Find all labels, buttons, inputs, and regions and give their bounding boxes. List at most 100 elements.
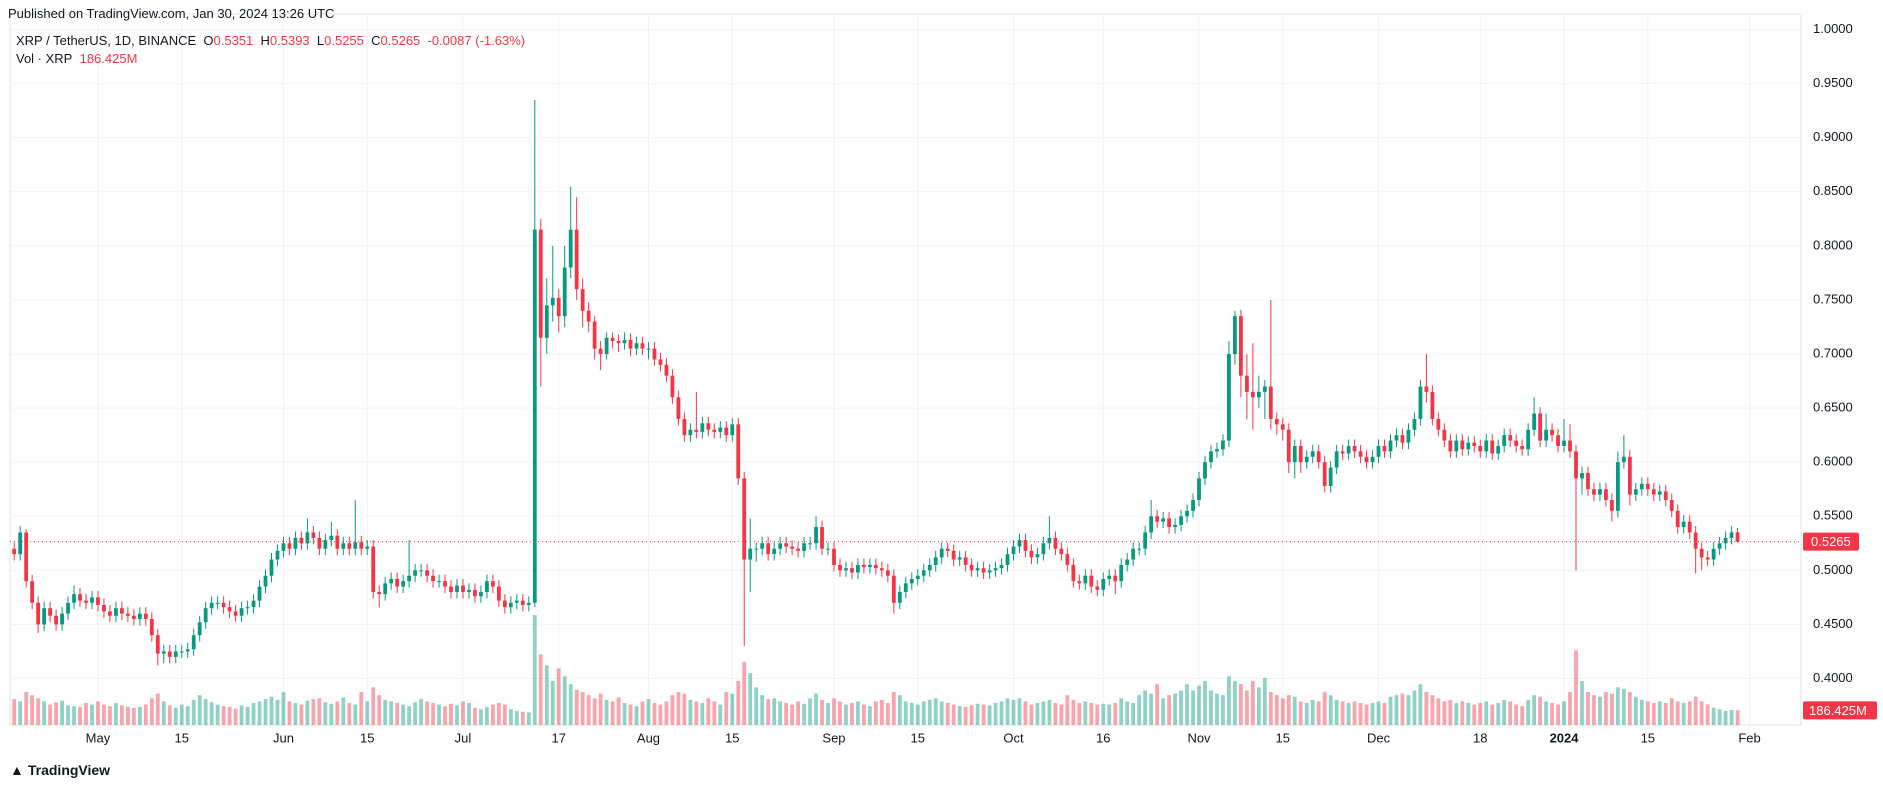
volume-bar	[814, 693, 818, 725]
volume-bar	[568, 684, 573, 725]
candle-body	[640, 343, 645, 349]
candle-body	[191, 635, 196, 650]
volume-bar	[766, 699, 771, 725]
volume-bar	[1346, 703, 1351, 725]
volume-bar	[401, 704, 406, 725]
volume-legend: Vol · XRP 186.425M	[16, 51, 137, 66]
y-tick-label: 0.6500	[1813, 400, 1853, 415]
candle-body	[1155, 516, 1160, 522]
candle-body	[1669, 500, 1674, 511]
volume-bar	[1496, 703, 1501, 725]
volume-bar	[562, 676, 567, 725]
volume-bar	[496, 703, 501, 725]
candle-body	[371, 546, 376, 592]
volume-bar	[1268, 692, 1273, 725]
candle-body	[1023, 540, 1028, 551]
candle-body	[203, 608, 208, 623]
volume-bar	[455, 705, 459, 725]
candle-body	[838, 564, 842, 571]
candle-body	[293, 537, 298, 549]
candle-body	[508, 602, 513, 608]
candle-body	[1017, 540, 1022, 547]
volume-bar	[78, 706, 82, 725]
candle-body	[951, 550, 956, 560]
candle-body	[832, 548, 836, 565]
volume-bar	[1304, 703, 1309, 725]
volume-bar	[1651, 703, 1656, 725]
volume-bar	[939, 701, 944, 725]
candle-body	[1322, 462, 1327, 486]
candle-body	[784, 543, 789, 547]
volume-bar	[999, 701, 1004, 725]
y-tick-label: 0.8500	[1813, 183, 1853, 198]
candle-body	[365, 546, 370, 549]
candle-body	[1502, 435, 1507, 446]
volume-bar	[1352, 701, 1357, 725]
candle-body	[1197, 478, 1201, 501]
volume-bar	[1669, 698, 1674, 725]
y-tick-label: 0.6000	[1813, 454, 1853, 469]
volume-bar	[1478, 703, 1483, 725]
candle-body	[485, 581, 489, 592]
candle-body	[820, 527, 824, 549]
candle-body	[1125, 559, 1130, 565]
candle-body	[867, 564, 872, 568]
candle-body	[1675, 510, 1680, 528]
volume-bar	[413, 702, 418, 725]
candle-body	[1657, 491, 1662, 495]
volume-bar	[754, 687, 759, 725]
candle-body	[1215, 449, 1219, 452]
candle-body	[48, 608, 52, 616]
candle-body	[120, 608, 124, 614]
volume-bar	[281, 692, 286, 725]
volume-bar	[125, 706, 130, 725]
volume-bar	[1322, 692, 1327, 725]
volume-bar	[377, 695, 382, 725]
candle-body	[1101, 578, 1106, 590]
volume-bar	[1520, 706, 1525, 725]
o-letter: O	[203, 33, 214, 48]
volume-bar	[227, 706, 232, 725]
volume-bar	[508, 709, 513, 725]
candle-body	[30, 581, 35, 603]
volume-bar	[676, 692, 681, 725]
volume-bar	[311, 699, 316, 725]
volume-bar	[1256, 687, 1261, 725]
volume-bar	[479, 709, 483, 725]
volume-bar	[921, 701, 926, 725]
candle-body	[1149, 516, 1154, 533]
volume-bar	[1406, 695, 1411, 725]
candle-body	[473, 589, 477, 597]
candle-body	[646, 348, 651, 350]
volume-bar	[42, 701, 47, 725]
candle-body	[658, 359, 663, 365]
volume-bar	[700, 703, 705, 725]
volume-bar	[143, 704, 148, 725]
x-tick-label: 15	[725, 730, 739, 745]
volume-bar	[832, 698, 836, 725]
candle-body	[1556, 435, 1560, 446]
candle-body	[1633, 489, 1638, 495]
volume-bar	[96, 701, 100, 725]
volume-bar	[1723, 710, 1728, 725]
candle-body	[712, 429, 717, 432]
volume-bar	[604, 699, 609, 725]
candle-body	[1005, 554, 1010, 565]
volume-bar	[1580, 681, 1584, 725]
change: -0.0087	[427, 33, 472, 48]
candle-body	[257, 586, 262, 601]
candle-body	[724, 427, 729, 436]
candle-body	[42, 608, 47, 625]
candle-body	[796, 548, 800, 551]
candle-body	[72, 594, 76, 603]
volume-bar	[1550, 703, 1554, 725]
volume-bar	[1179, 690, 1183, 725]
candle-body	[161, 651, 166, 654]
y-tick-label: 0.5000	[1813, 562, 1853, 577]
candle-body	[1292, 445, 1297, 463]
candle-body	[377, 591, 382, 595]
candle-body	[197, 622, 202, 636]
candle-body	[766, 543, 771, 555]
volume-bar	[12, 699, 17, 725]
candle-body	[1239, 316, 1243, 376]
